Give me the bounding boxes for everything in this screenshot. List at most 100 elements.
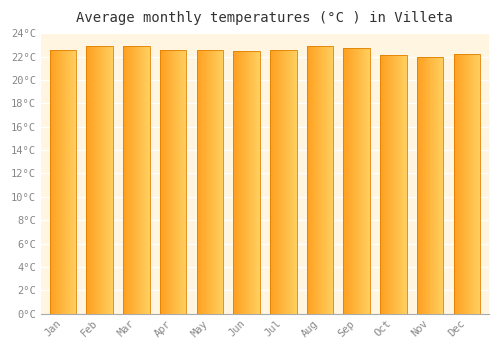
Bar — [220, 50, 221, 314]
Bar — [258, 51, 259, 314]
Bar — [331, 46, 332, 314]
Bar — [421, 57, 422, 314]
Bar — [314, 46, 316, 314]
Bar — [218, 50, 219, 314]
Bar — [253, 51, 254, 314]
Bar — [356, 48, 358, 314]
Bar — [104, 46, 105, 314]
Bar — [314, 46, 315, 314]
Bar — [294, 50, 296, 314]
Bar — [108, 46, 109, 314]
Bar — [240, 51, 242, 314]
Bar — [385, 55, 386, 314]
Bar — [112, 46, 113, 314]
Bar — [276, 50, 277, 314]
Bar — [316, 46, 318, 314]
Bar — [307, 46, 333, 314]
Bar — [204, 50, 206, 314]
Bar — [432, 57, 433, 314]
Bar — [348, 48, 349, 314]
Bar — [175, 50, 176, 314]
Bar — [200, 50, 202, 314]
Bar — [217, 50, 218, 314]
Bar — [389, 55, 390, 314]
Bar — [149, 46, 150, 314]
Bar — [91, 46, 92, 314]
Bar — [459, 54, 460, 314]
Bar — [145, 46, 146, 314]
Bar — [360, 48, 362, 314]
Bar — [270, 50, 271, 314]
Bar — [353, 48, 354, 314]
Bar — [398, 55, 400, 314]
Bar — [476, 54, 477, 314]
Bar — [70, 50, 71, 314]
Bar — [316, 46, 317, 314]
Bar — [344, 48, 345, 314]
Bar — [170, 50, 171, 314]
Bar — [382, 55, 383, 314]
Bar — [354, 48, 355, 314]
Title: Average monthly temperatures (°C ) in Villeta: Average monthly temperatures (°C ) in Vi… — [76, 11, 454, 25]
Bar — [461, 54, 462, 314]
Bar — [419, 57, 420, 314]
Bar — [137, 46, 138, 314]
Bar — [462, 54, 463, 314]
Bar — [429, 57, 430, 314]
Bar — [130, 46, 131, 314]
Bar — [427, 57, 428, 314]
Bar — [216, 50, 217, 314]
Bar — [147, 46, 148, 314]
Bar — [274, 50, 275, 314]
Bar — [383, 55, 384, 314]
Bar — [53, 50, 54, 314]
Bar — [479, 54, 480, 314]
Bar — [180, 50, 181, 314]
Bar — [418, 57, 419, 314]
Bar — [368, 48, 370, 314]
Bar — [123, 46, 124, 314]
Bar — [309, 46, 310, 314]
Bar — [247, 51, 248, 314]
Bar — [167, 50, 168, 314]
Bar — [89, 46, 90, 314]
Bar — [162, 50, 164, 314]
Bar — [168, 50, 170, 314]
Bar — [436, 57, 437, 314]
Bar — [52, 50, 53, 314]
Bar — [402, 55, 403, 314]
Bar — [133, 46, 134, 314]
Bar — [242, 51, 244, 314]
Bar — [464, 54, 465, 314]
Bar — [68, 50, 69, 314]
Bar — [102, 46, 103, 314]
Bar — [183, 50, 184, 314]
Bar — [312, 46, 314, 314]
Bar — [254, 51, 255, 314]
Bar — [290, 50, 292, 314]
Bar — [181, 50, 182, 314]
Bar — [63, 50, 64, 314]
Bar — [140, 46, 141, 314]
Bar — [330, 46, 332, 314]
Bar — [473, 54, 474, 314]
Bar — [295, 50, 296, 314]
Bar — [398, 55, 399, 314]
Bar — [274, 50, 276, 314]
Bar — [404, 55, 406, 314]
Bar — [212, 50, 213, 314]
Bar — [270, 50, 296, 314]
Bar — [356, 48, 357, 314]
Bar — [110, 46, 111, 314]
Bar — [105, 46, 106, 314]
Bar — [456, 54, 457, 314]
Bar — [124, 46, 126, 314]
Bar — [221, 50, 222, 314]
Bar — [238, 51, 240, 314]
Bar — [252, 51, 254, 314]
Bar — [391, 55, 392, 314]
Bar — [234, 51, 260, 314]
Bar — [454, 54, 455, 314]
Bar — [437, 57, 438, 314]
Bar — [350, 48, 351, 314]
